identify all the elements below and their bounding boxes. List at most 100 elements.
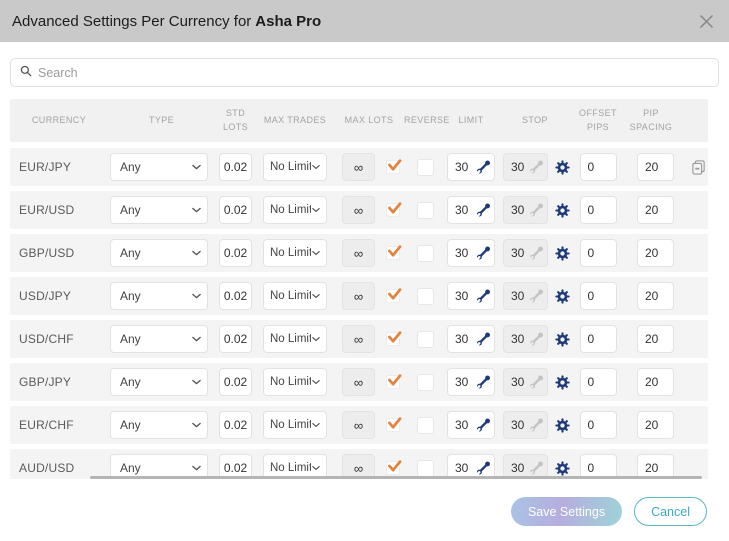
reverse-checkbox[interactable] [416,459,434,477]
reverse-checkbox[interactable] [416,330,434,348]
max-trades-select[interactable]: No Limit [263,153,327,181]
pip-spacing-input[interactable] [637,196,674,224]
max-lots-confirm-checkbox[interactable] [386,245,402,260]
reverse-checkbox[interactable] [416,373,434,391]
gear-icon[interactable] [555,288,570,304]
save-settings-button[interactable]: Save Settings [510,497,623,526]
limit-input[interactable] [447,239,495,267]
column-header-offset-pips: OFFSET PIPS [579,107,617,132]
std-lots-input[interactable] [219,325,252,353]
std-lots-input[interactable] [219,368,252,396]
limit-wrench-icon[interactable] [477,246,490,260]
limit-wrench-icon[interactable] [477,375,490,389]
offset-pips-input[interactable] [579,454,617,479]
horizontal-scrollbar[interactable] [90,476,702,479]
limit-wrench-icon[interactable] [477,203,490,217]
gear-icon[interactable] [555,159,570,175]
title-text: Advanced Settings Per Currency for [12,12,252,30]
close-button[interactable] [696,11,717,32]
offset-pips-input[interactable] [579,153,617,181]
gear-icon[interactable] [555,460,570,476]
type-select[interactable]: Any [110,368,208,396]
offset-pips-input[interactable] [579,196,617,224]
pip-spacing-input[interactable] [637,411,674,439]
pip-spacing-input[interactable] [637,454,674,479]
modal-footer: Save Settings Cancel [0,479,729,526]
stop-wrench-icon-disabled [530,461,543,475]
stop-input [503,239,548,267]
reverse-checkbox[interactable] [416,201,434,219]
limit-wrench-icon[interactable] [477,461,490,475]
gear-icon[interactable] [555,374,570,390]
limit-input[interactable] [447,368,495,396]
limit-input[interactable] [447,411,495,439]
type-select[interactable]: Any [110,325,208,353]
cancel-button[interactable]: Cancel [634,497,707,526]
column-header-max-lots: MAX LOTS [344,114,394,125]
offset-pips-input[interactable] [579,411,617,439]
gear-icon[interactable] [555,202,570,218]
limit-input[interactable] [447,325,495,353]
reverse-checkbox[interactable] [416,287,434,305]
column-header-stop: STOP [522,114,548,125]
currency-pair-label: USD/JPY [19,289,72,303]
gear-icon[interactable] [555,331,570,347]
gear-icon[interactable] [555,245,570,261]
std-lots-input[interactable] [219,196,252,224]
max-trades-select[interactable]: No Limit [263,325,327,353]
type-select[interactable]: Any [110,454,208,479]
offset-pips-input[interactable] [579,368,617,396]
max-trades-select[interactable]: No Limit [263,282,327,310]
reverse-checkbox[interactable] [416,244,434,262]
type-select[interactable]: Any [110,196,208,224]
max-lots-confirm-checkbox[interactable] [386,417,402,432]
max-trades-select[interactable]: No Limit [263,411,327,439]
column-header-type: TYPE [148,114,175,125]
type-select[interactable]: Any [110,282,208,310]
search-input[interactable] [38,65,709,80]
offset-pips-input[interactable] [579,325,617,353]
max-lots-confirm-checkbox[interactable] [386,331,402,346]
type-select[interactable]: Any [110,153,208,181]
pip-spacing-input[interactable] [637,368,674,396]
pip-spacing-input[interactable] [637,239,674,267]
max-trades-select[interactable]: No Limit [263,239,327,267]
max-lots-confirm-checkbox[interactable] [386,159,402,174]
limit-wrench-icon[interactable] [477,332,490,346]
limit-input[interactable] [447,454,495,479]
limit-wrench-icon[interactable] [477,160,490,174]
max-lots-confirm-checkbox[interactable] [386,374,402,389]
std-lots-input[interactable] [219,239,252,267]
limit-wrench-icon[interactable] [477,289,490,303]
max-trades-select[interactable]: No Limit [263,368,327,396]
limit-input[interactable] [447,282,495,310]
limit-input[interactable] [447,196,495,224]
max-trades-select[interactable]: No Limit [263,196,327,224]
max-lots-input [342,454,375,479]
limit-input[interactable] [447,153,495,181]
offset-pips-input[interactable] [579,239,617,267]
std-lots-input[interactable] [219,454,252,479]
column-header-limit: LIMIT [458,114,484,125]
reverse-checkbox[interactable] [416,416,434,434]
std-lots-input[interactable] [219,411,252,439]
std-lots-input[interactable] [219,282,252,310]
max-lots-input [342,196,375,224]
stop-wrench-icon-disabled [530,332,543,346]
type-select[interactable]: Any [110,239,208,267]
pip-spacing-input[interactable] [637,153,674,181]
max-lots-confirm-checkbox[interactable] [386,460,402,475]
max-lots-confirm-checkbox[interactable] [386,288,402,303]
max-lots-confirm-checkbox[interactable] [386,202,402,217]
copy-icon[interactable] [691,159,706,175]
reverse-checkbox[interactable] [416,158,434,176]
std-lots-input[interactable] [219,153,252,181]
offset-pips-input[interactable] [579,282,617,310]
gear-icon[interactable] [555,417,570,433]
type-select[interactable]: Any [110,411,208,439]
table-body: EUR/JPY Any No Limit [10,148,708,479]
pip-spacing-input[interactable] [637,282,674,310]
search-box[interactable] [10,58,719,87]
pip-spacing-input[interactable] [637,325,674,353]
limit-wrench-icon[interactable] [477,418,490,432]
